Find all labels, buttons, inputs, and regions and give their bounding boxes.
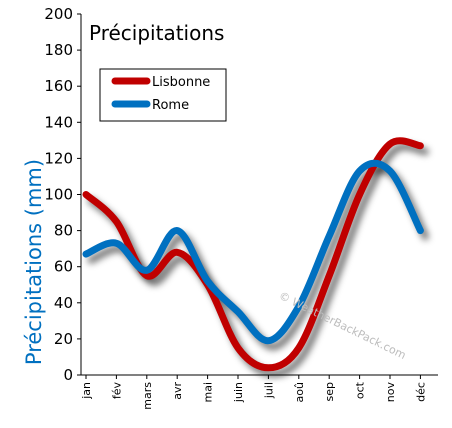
- x-tick-label: jan: [80, 382, 93, 400]
- chart-title: Précipitations: [89, 21, 224, 45]
- legend: Lisbonne Rome: [99, 68, 227, 122]
- y-tick-label: 80: [54, 222, 73, 240]
- legend-label-lisbonne: Lisbonne: [152, 75, 210, 90]
- x-tick-label: oct: [354, 381, 367, 399]
- legend-label-rome: Rome: [152, 98, 189, 113]
- x-tick-label: fév: [110, 382, 123, 400]
- x-tick-label: avr: [171, 382, 184, 400]
- x-tick-label: nov: [384, 382, 397, 403]
- series-line-rome: [82, 159, 424, 345]
- y-tick-label: 20: [54, 330, 73, 348]
- x-tick-label: mars: [141, 382, 154, 410]
- y-tick-label: 200: [44, 5, 73, 23]
- series-lines: [82, 137, 424, 372]
- y-tick-label: 140: [44, 113, 73, 131]
- y-tick-label: 100: [44, 186, 73, 204]
- y-tick-label: 60: [54, 258, 73, 276]
- x-tick-label: mai: [202, 382, 215, 403]
- x-tick-label: déc: [414, 382, 427, 402]
- x-tick-label: sep: [323, 382, 336, 401]
- y-axis-label: Précipitations (mm): [22, 159, 46, 365]
- axes: 0 20 40 60 80 100 120 140 160 180 200 jan fév mars avr…: [44, 5, 438, 410]
- y-tick-label: 0: [63, 366, 73, 384]
- y-tick-label: 180: [44, 41, 73, 59]
- y-tick-label: 160: [44, 77, 73, 95]
- series-shadow-rome: [87, 165, 429, 351]
- x-tick-label: aoû: [293, 382, 306, 402]
- x-tick-label: juil: [262, 382, 275, 399]
- y-tick-label: 120: [44, 149, 73, 167]
- x-tick-label: juin: [232, 382, 245, 403]
- y-tick-label: 40: [54, 294, 73, 312]
- chart-title-box: Précipitations: [84, 15, 242, 49]
